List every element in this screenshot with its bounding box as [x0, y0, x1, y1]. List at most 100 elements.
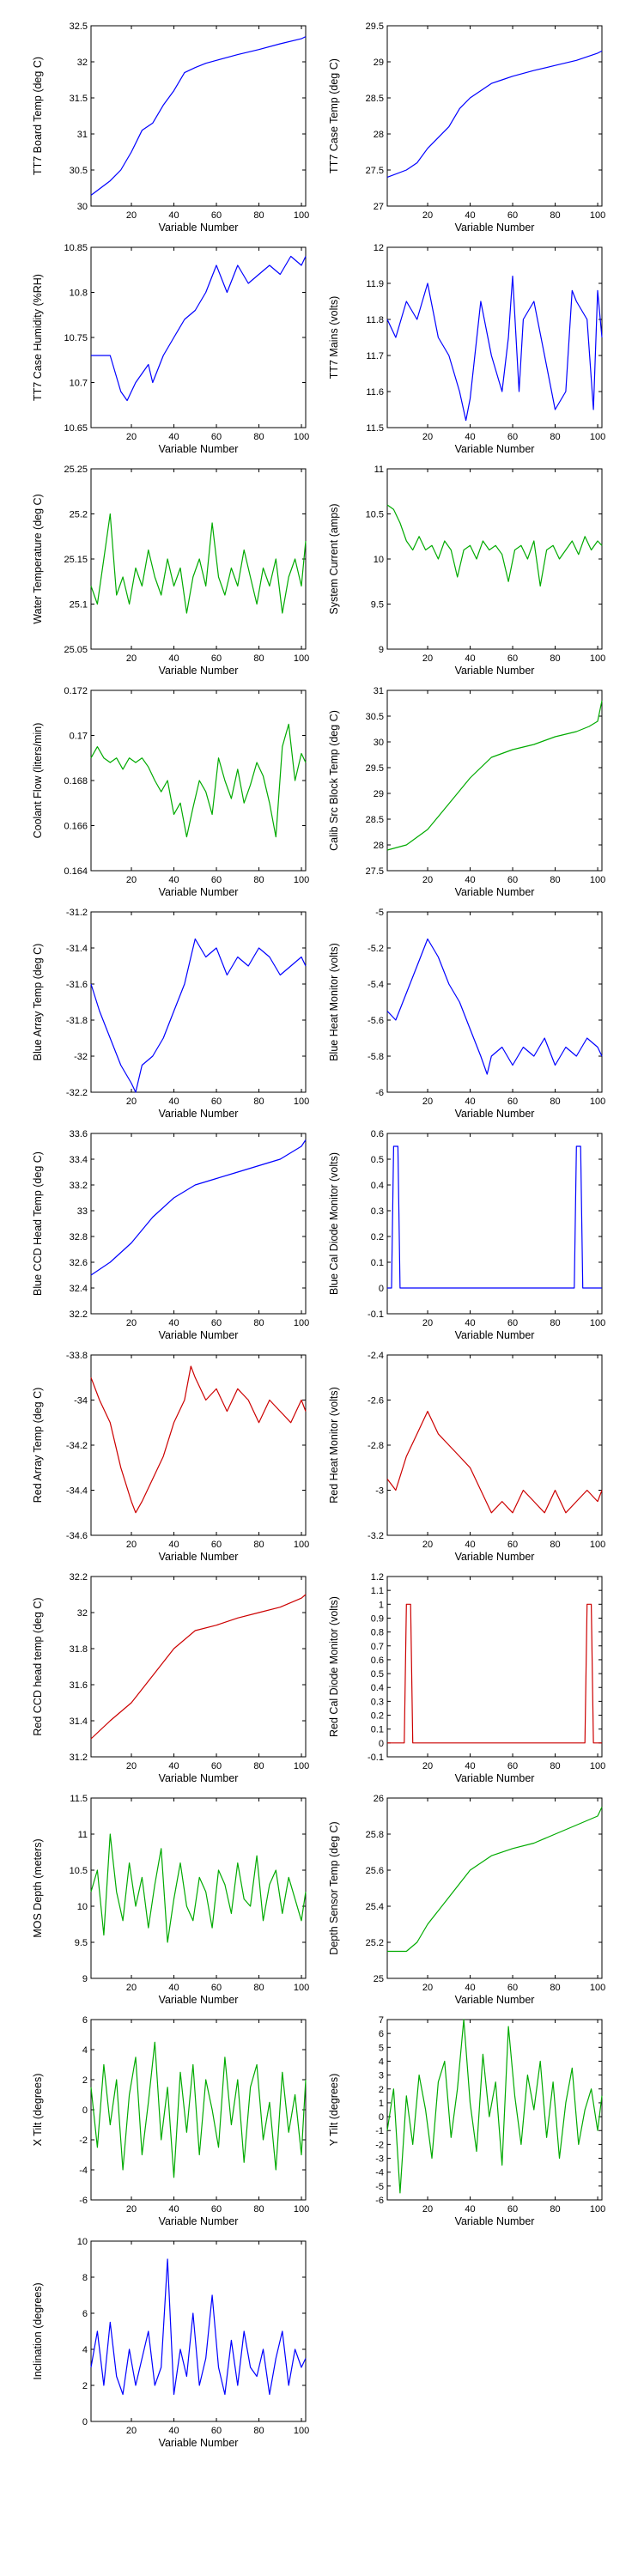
y-tick-label: -32.2 [66, 1088, 88, 1098]
y-tick-label: -34.6 [66, 1531, 88, 1541]
x-tick-label: 60 [507, 1983, 518, 1993]
y-tick-label: 2 [379, 2085, 384, 2095]
x-tick-label: 80 [253, 1097, 264, 1107]
y-axis-label: Y Tilt (degrees) [328, 2074, 340, 2147]
x-tick-label: 20 [422, 432, 433, 442]
x-tick-label: 100 [590, 432, 605, 442]
x-tick-label: 80 [253, 1318, 264, 1328]
y-tick-label: 10 [77, 1902, 88, 1912]
y-tick-label: 31.2 [70, 1753, 88, 1763]
y-axis-label: System Current (amps) [328, 503, 340, 614]
chart-panel-4: 20 40 60 80 100 11.5 11.6 11.7 11.8 11.9 12 Variabl… [328, 243, 605, 455]
y-tick-label: 28 [374, 841, 384, 851]
y-tick-label: 0.3 [371, 1697, 384, 1707]
x-axis-label: Variable Number [159, 2437, 239, 2449]
y-axis-label: Coolant Flow (liters/min) [32, 723, 44, 839]
y-tick-label: 31 [77, 130, 88, 140]
series-line [90, 1365, 307, 1514]
x-tick-label: 80 [253, 210, 264, 221]
y-tick-label: -34.2 [66, 1441, 88, 1451]
y-tick-label: 11.6 [366, 387, 384, 398]
y-tick-label: 0.2 [371, 1232, 384, 1242]
y-tick-label: 0.1 [371, 1725, 384, 1735]
y-tick-label: -4 [375, 2168, 384, 2178]
y-tick-label: 25.25 [64, 465, 88, 475]
y-tick-label: 27.5 [366, 166, 384, 176]
y-axis-label: MOS Depth (meters) [32, 1838, 44, 1937]
x-tick-label: 20 [126, 1540, 137, 1550]
x-axis-label: Variable Number [455, 1329, 535, 1341]
x-axis-label: Variable Number [159, 1994, 239, 2006]
y-tick-label: 11.8 [366, 315, 384, 325]
y-tick-label: 32 [77, 58, 88, 68]
y-tick-label: 9.5 [75, 1938, 88, 1948]
x-tick-label: 40 [465, 2204, 475, 2215]
x-tick-label: 80 [253, 1761, 264, 1771]
x-axis-label: Variable Number [159, 2215, 239, 2227]
chart-panel-5: 20 40 60 80 100 25.05 25.1 25.15 25.2 25.25 Variab… [32, 465, 309, 677]
x-axis-label: Variable Number [455, 1994, 535, 2006]
y-tick-label: -3 [375, 1486, 384, 1497]
x-tick-label: 80 [550, 875, 560, 885]
chart-panel-17: 20 40 60 80 100 9 9.5 10 10.5 11 11.5 Variable Numb… [32, 1794, 309, 2006]
series-line [387, 1145, 602, 1289]
x-tick-label: 60 [211, 1540, 222, 1550]
y-tick-label: 0.5 [371, 1155, 384, 1165]
chart-panel-6: 20 40 60 80 100 9 9.5 10 10.5 11 Variable Number Sy… [328, 465, 605, 677]
chart-panel-3: 20 40 60 80 100 10.65 10.7 10.75 10.8 10.85 Variab… [32, 243, 309, 455]
x-tick-label: 40 [168, 210, 179, 221]
x-tick-label: 80 [550, 2204, 560, 2215]
x-tick-label: 40 [465, 1540, 475, 1550]
y-tick-label: 25.2 [70, 510, 88, 520]
y-axis-label: Red Heat Monitor (volts) [328, 1387, 340, 1503]
x-tick-label: 100 [590, 653, 605, 664]
y-tick-label: 30 [77, 202, 88, 212]
plot-area [90, 911, 307, 1093]
x-tick-label: 100 [294, 1540, 309, 1550]
y-tick-label: 0.6 [371, 1129, 384, 1139]
x-tick-label: 100 [294, 653, 309, 664]
y-tick-label: -31.8 [66, 1016, 88, 1026]
y-tick-label: 28.5 [366, 94, 384, 104]
x-tick-label: 60 [211, 1761, 222, 1771]
y-tick-label: 2 [82, 2381, 88, 2391]
x-tick-label: 100 [590, 1318, 605, 1328]
x-tick-label: 80 [550, 1540, 560, 1550]
x-tick-label: 100 [590, 1983, 605, 1993]
y-tick-label: 11.7 [366, 351, 384, 361]
y-tick-label: -5 [375, 908, 384, 918]
x-axis-label: Variable Number [159, 1108, 239, 1120]
chart-panel-14: 20 40 60 80 100 -3.2 -3 -2.8 -2.6 -2.4 Variable Nu… [328, 1351, 605, 1563]
y-tick-label: 10 [77, 2237, 88, 2247]
y-axis-label: TT7 Case Temp (deg C) [328, 58, 340, 173]
y-tick-label: 10.5 [366, 510, 384, 520]
y-tick-label: 6 [82, 2015, 88, 2026]
y-tick-label: 0 [82, 2417, 88, 2427]
plot-area [90, 25, 307, 207]
x-axis-label: Variable Number [159, 222, 239, 234]
x-tick-label: 60 [211, 210, 222, 221]
x-tick-label: 100 [294, 1318, 309, 1328]
y-tick-label: -33.8 [66, 1351, 88, 1361]
y-tick-label: -31.2 [66, 908, 88, 918]
x-tick-label: 100 [590, 1540, 605, 1550]
y-axis-label: TT7 Board Temp (deg C) [32, 57, 44, 175]
chart-panel-9: 20 40 60 80 100 -32.2 -32 -31.8 -31.6 -31.4 -31.2 V… [32, 908, 309, 1120]
y-tick-label: -31.4 [66, 944, 88, 954]
y-tick-label: 6 [379, 2029, 384, 2039]
y-tick-label: 31.4 [70, 1716, 88, 1727]
series-line [90, 1139, 307, 1276]
y-tick-label: -5 [375, 2182, 384, 2192]
x-tick-label: 20 [126, 653, 137, 664]
series-line [387, 1807, 603, 1953]
series-line [386, 700, 603, 851]
y-tick-label: 0.4 [371, 1181, 384, 1191]
x-axis-label: Variable Number [159, 665, 239, 677]
plot-area [90, 246, 307, 428]
y-tick-label: 4 [82, 2045, 88, 2056]
x-tick-label: 60 [507, 1761, 518, 1771]
x-tick-label: 80 [253, 2204, 264, 2215]
plot-area [386, 690, 603, 872]
y-tick-label: 31 [374, 686, 384, 696]
series-line [90, 723, 307, 838]
